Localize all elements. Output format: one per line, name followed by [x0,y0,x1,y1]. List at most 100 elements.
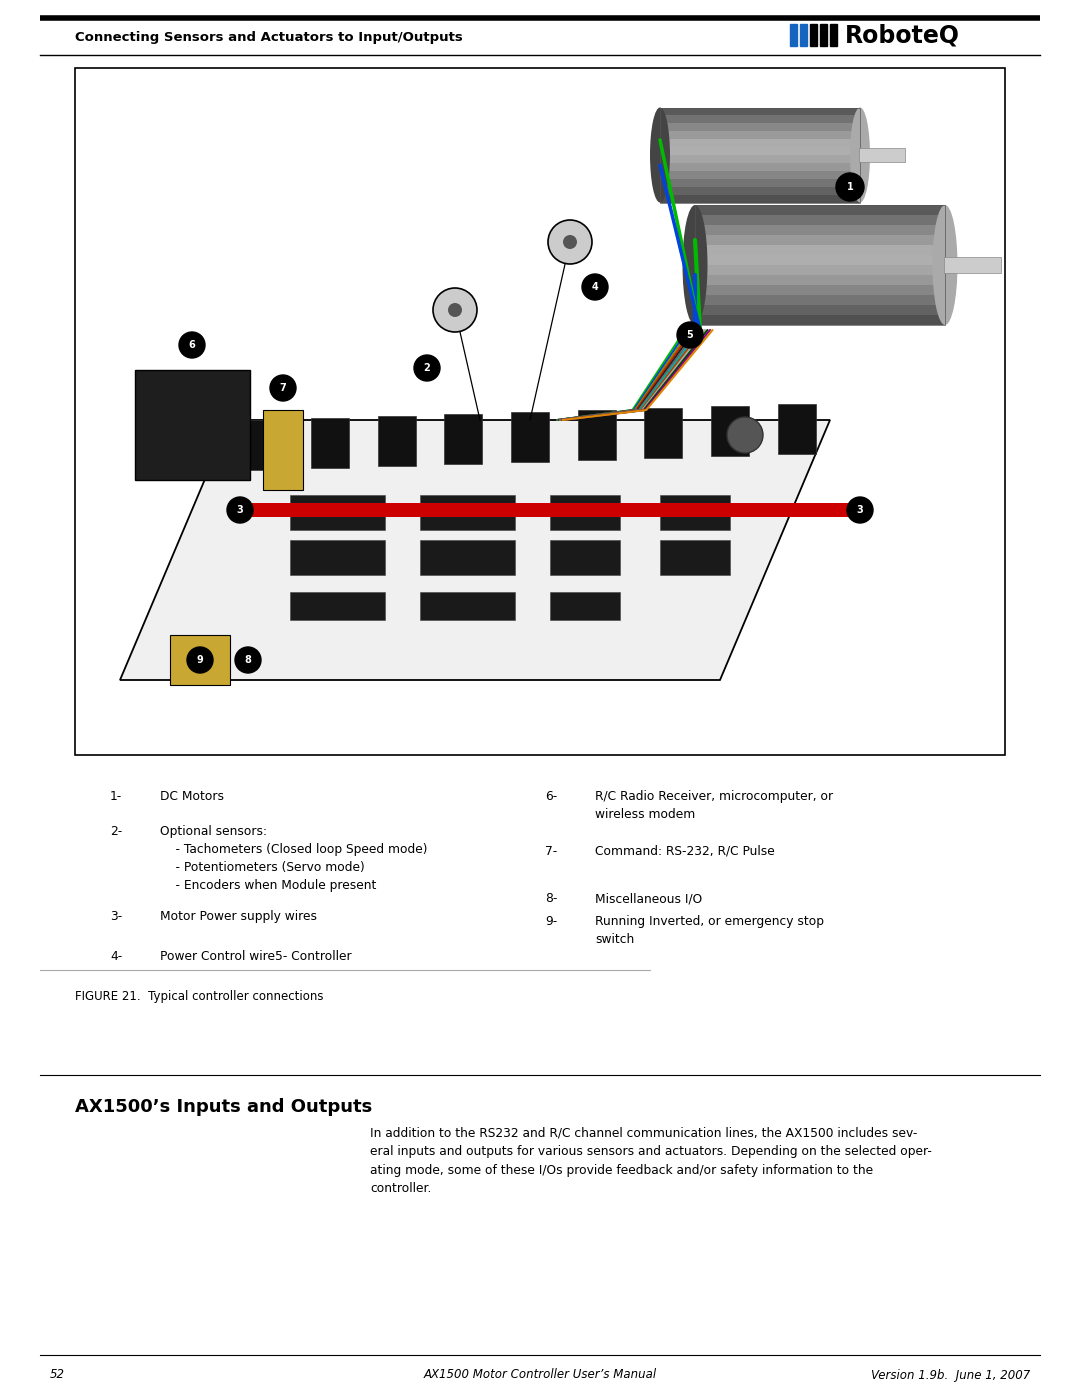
Bar [944,257,1001,274]
Bar [244,420,282,469]
Ellipse shape [650,108,670,203]
Text: Running Inverted, or emergency stop
switch: Running Inverted, or emergency stop swit… [595,915,824,946]
Bar [696,285,945,295]
Text: 9-: 9- [545,915,557,928]
Text: Power Control wire5- Controller: Power Control wire5- Controller [160,950,352,963]
Bar [660,179,860,187]
Text: AX1500’s Inputs and Outputs: AX1500’s Inputs and Outputs [75,1098,373,1116]
Bar [696,205,945,326]
Text: 4-: 4- [110,950,122,963]
Text: 3: 3 [856,504,863,515]
Bar [511,412,549,462]
Bar [550,592,620,620]
Text: 7: 7 [280,383,286,393]
Text: 8: 8 [244,655,252,665]
Bar [660,123,860,131]
Bar [660,194,860,203]
Text: RoboteQ: RoboteQ [845,22,960,47]
Bar [696,256,945,265]
Circle shape [548,219,592,264]
Bar [660,495,730,529]
Circle shape [235,647,261,673]
Bar [696,235,945,244]
Bar [291,592,384,620]
Polygon shape [120,420,831,680]
Text: 8-: 8- [545,893,557,905]
Bar [696,215,945,225]
Text: Version 1.9b.  June 1, 2007: Version 1.9b. June 1, 2007 [870,1369,1030,1382]
Bar [696,205,945,215]
Text: Miscellaneous I/O: Miscellaneous I/O [595,893,702,905]
Bar [264,409,303,490]
Bar [810,24,816,46]
Text: 2: 2 [423,363,430,373]
Text: Command: RS-232, R/C Pulse: Command: RS-232, R/C Pulse [595,845,774,858]
Bar [444,414,483,464]
Bar [800,24,807,46]
Text: 9: 9 [197,655,203,665]
Bar [550,495,620,529]
Text: 4: 4 [592,282,598,292]
Bar [378,416,416,467]
Text: 7-: 7- [545,845,557,858]
Ellipse shape [932,205,958,326]
Ellipse shape [850,108,870,203]
Bar [696,225,945,235]
Text: In addition to the RS232 and R/C channel communication lines, the AX1500 include: In addition to the RS232 and R/C channel… [370,1127,932,1196]
Text: 52: 52 [50,1369,65,1382]
Circle shape [727,416,762,453]
Bar [291,541,384,576]
Text: 3-: 3- [110,909,122,923]
Text: 6: 6 [189,339,195,351]
Bar [696,265,945,275]
Circle shape [448,303,462,317]
Text: Connecting Sensors and Actuators to Input/Outputs: Connecting Sensors and Actuators to Inpu… [75,32,462,45]
Circle shape [677,321,703,348]
Text: 5: 5 [687,330,693,339]
Bar [859,148,905,162]
Circle shape [179,332,205,358]
Bar [660,147,860,155]
Bar [820,24,827,46]
Text: FIGURE 21.  Typical controller connections: FIGURE 21. Typical controller connection… [75,990,324,1003]
Text: R/C Radio Receiver, microcomputer, or
wireless modem: R/C Radio Receiver, microcomputer, or wi… [595,789,833,821]
Circle shape [836,173,864,201]
Circle shape [847,497,873,522]
Bar [311,418,349,468]
Bar [696,314,945,326]
Text: Motor Power supply wires: Motor Power supply wires [160,909,318,923]
Bar [711,407,750,455]
Circle shape [197,416,233,453]
Circle shape [187,647,213,673]
Circle shape [563,235,577,249]
Text: AX1500 Motor Controller User’s Manual: AX1500 Motor Controller User’s Manual [423,1369,657,1382]
Bar [660,108,860,203]
Bar [660,187,860,194]
Text: 2-: 2- [110,826,122,838]
Bar [696,295,945,305]
Bar [696,275,945,285]
Bar [660,108,860,116]
Bar [778,404,815,454]
Text: Optional sensors:
    - Tachometers (Closed loop Speed mode)
    - Potentiometer: Optional sensors: - Tachometers (Closed … [160,826,428,893]
Bar [660,163,860,170]
Bar [696,244,945,256]
Bar [789,24,797,46]
Circle shape [227,497,253,522]
Circle shape [582,274,608,300]
Bar [831,24,837,46]
Bar [660,116,860,123]
Bar [75,68,1005,754]
Bar [660,140,860,147]
Bar [660,131,860,140]
Bar [420,495,515,529]
Bar [578,409,616,460]
Bar [645,408,683,458]
Bar [420,541,515,576]
Bar [230,503,870,517]
Bar [660,155,860,163]
Text: 1-: 1- [110,789,122,803]
Ellipse shape [683,205,707,326]
Bar [660,170,860,179]
Text: 3: 3 [237,504,243,515]
